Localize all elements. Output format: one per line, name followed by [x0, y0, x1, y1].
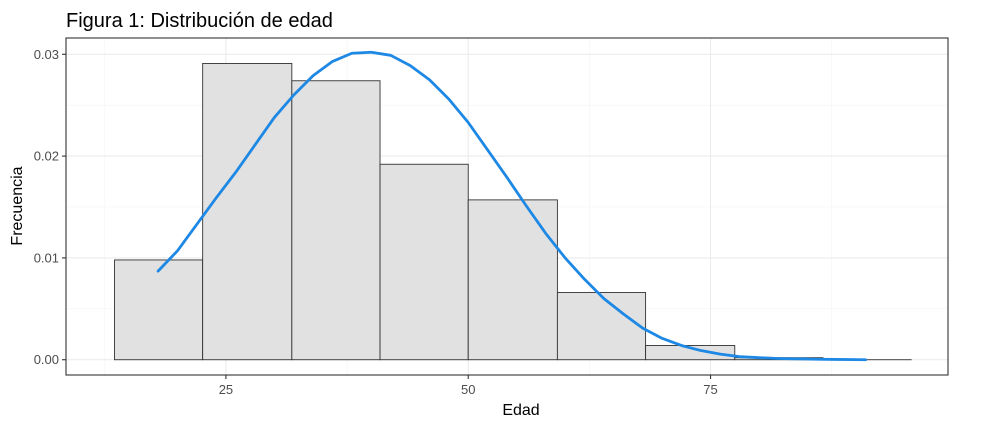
density-curve-layer — [156, 50, 868, 362]
histogram-bars — [114, 63, 912, 361]
density-curve — [156, 50, 868, 362]
histogram-bar — [114, 259, 204, 361]
y-tick-label: 0.02 — [34, 149, 59, 164]
chart-title: Figura 1: Distribución de edad — [66, 10, 333, 32]
histogram-bar — [379, 163, 469, 361]
histogram-bar — [202, 63, 293, 361]
x-tick-label: 25 — [219, 382, 233, 397]
y-tick-label: 0.01 — [34, 250, 59, 265]
plot-panel-border — [65, 37, 949, 376]
y-axis-ticks: 0.00 0.01 0.02 0.03 — [34, 47, 66, 367]
y-axis-title: Frecuencia — [9, 166, 26, 245]
x-tick-label: 50 — [461, 382, 475, 397]
histogram-bar — [645, 345, 736, 361]
histogram-bar — [291, 80, 381, 361]
x-axis-ticks: 25 50 75 — [219, 375, 718, 397]
y-tick-label: 0.03 — [34, 47, 59, 62]
x-tick-label: 75 — [703, 382, 717, 397]
y-tick-label: 0.00 — [34, 352, 59, 367]
histogram-bar — [467, 199, 558, 361]
histogram-bar — [556, 292, 647, 361]
x-axis-title: Edad — [502, 402, 539, 419]
